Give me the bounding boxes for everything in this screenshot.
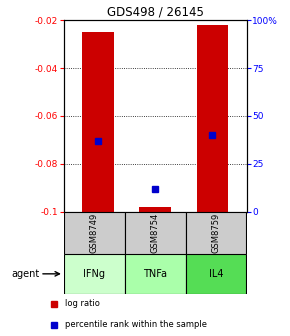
Bar	[197, 25, 228, 212]
Text: agent: agent	[12, 269, 40, 279]
Text: percentile rank within the sample: percentile rank within the sample	[65, 320, 207, 329]
Text: GSM8749: GSM8749	[90, 213, 99, 253]
Text: IL4: IL4	[209, 269, 223, 279]
Bar	[64, 212, 125, 254]
Text: IFNg: IFNg	[83, 269, 105, 279]
Text: GSM8759: GSM8759	[211, 213, 221, 253]
Bar	[82, 32, 114, 212]
Text: TNFa: TNFa	[143, 269, 167, 279]
Bar	[186, 212, 246, 254]
Bar	[125, 212, 186, 254]
Bar	[64, 254, 125, 294]
Text: log ratio: log ratio	[65, 299, 100, 308]
Bar	[186, 254, 246, 294]
Text: GSM8754: GSM8754	[151, 213, 160, 253]
Bar	[139, 207, 171, 212]
Title: GDS498 / 26145: GDS498 / 26145	[107, 6, 204, 19]
Bar	[125, 254, 186, 294]
